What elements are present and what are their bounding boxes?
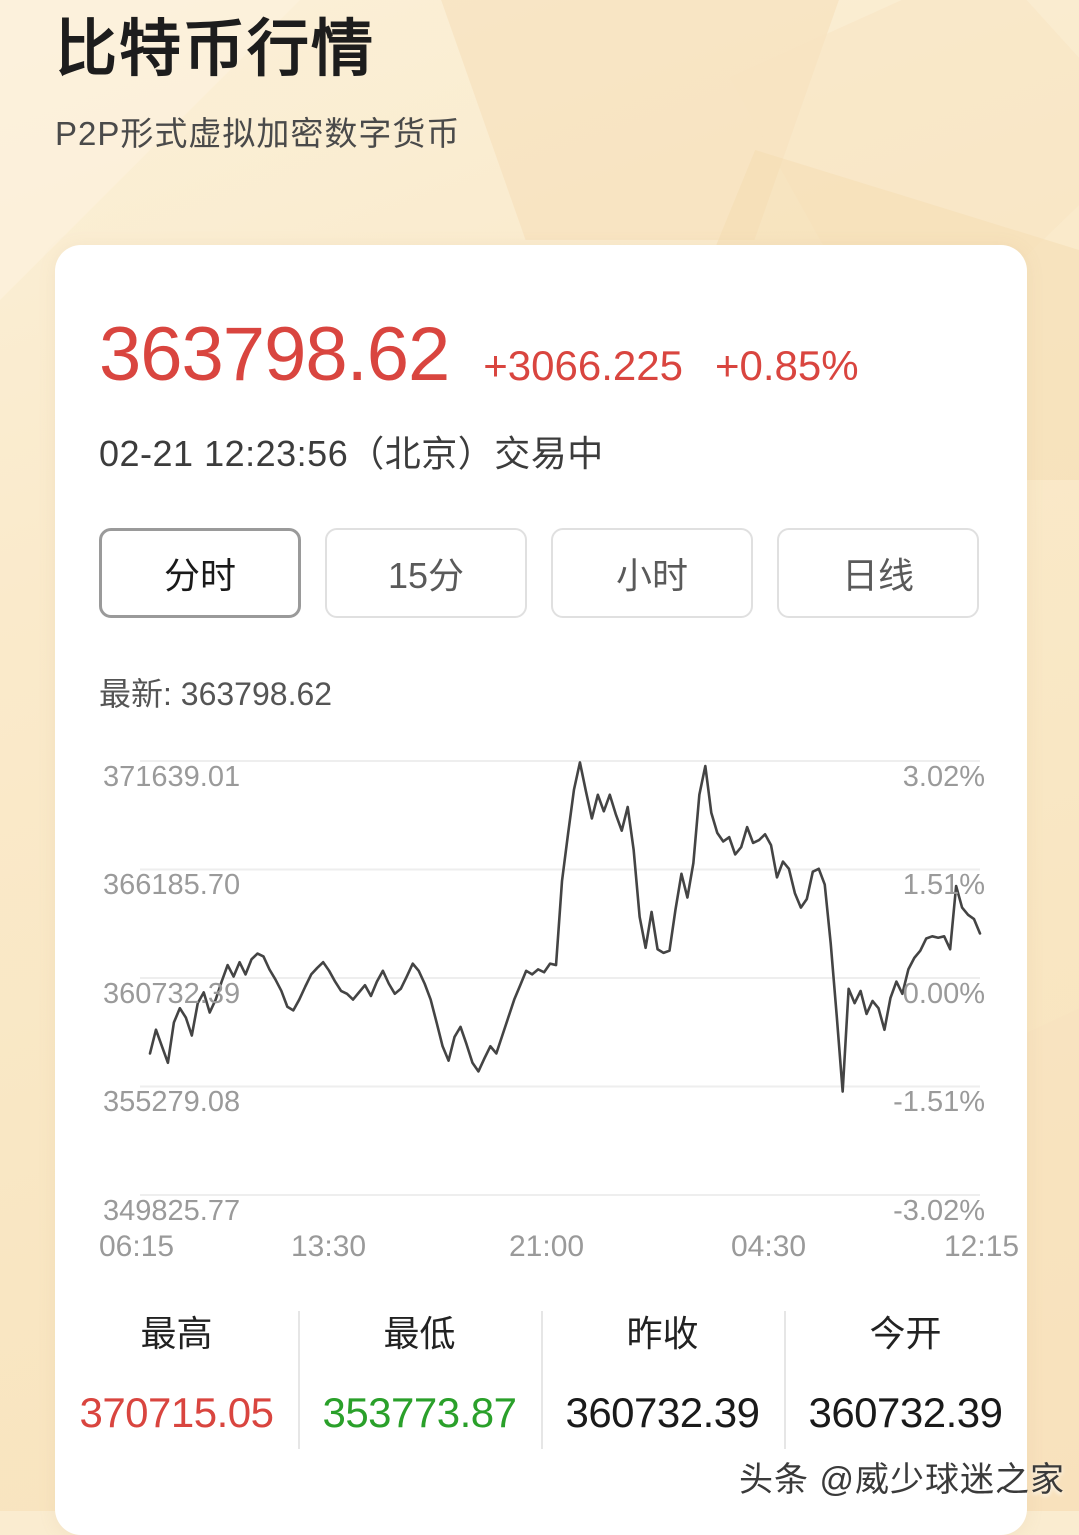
page-header: 比特币行情 P2P形式虚拟加密数字货币 (55, 14, 755, 155)
stat-open-label: 今开 (869, 1313, 942, 1354)
quote-card: 363798.62 +3066.225 +0.85% 02-21 12:23:5… (55, 245, 1027, 1535)
x-axis-label-3: 04:30 (731, 1230, 807, 1263)
y-axis-label-left-4: 349825.77 (103, 1195, 241, 1227)
stat-open-value: 360732.39 (808, 1389, 1003, 1436)
y-axis-label-right-3: -1.51% (893, 1086, 985, 1118)
y-axis-label-left-2: 360732.39 (103, 978, 241, 1010)
tab-hourly[interactable]: 小时 (551, 528, 753, 618)
current-price: 363798.62 (99, 312, 450, 397)
price-line (148, 761, 982, 1093)
x-axis-label-0: 06:15 (99, 1230, 175, 1263)
latest-price-label: 最新: 363798.62 (99, 676, 333, 712)
page-title: 比特币行情 (55, 15, 376, 84)
price-chart[interactable] (95, 715, 985, 1215)
y-axis-label-right-0: 3.02% (902, 761, 985, 793)
y-axis-label-left-1: 366185.70 (103, 869, 241, 901)
x-axis-label-2: 21:00 (509, 1230, 585, 1263)
y-axis-label-right-4: -3.02% (893, 1195, 985, 1227)
tab-fenshi[interactable]: 分时 (99, 528, 301, 618)
stat-low-label: 最低 (383, 1313, 456, 1354)
period-tabs: 分时 15分 小时 日线 (99, 528, 979, 618)
quote-timestamp: 02-21 12:23:56（北京）交易中 (99, 433, 604, 474)
page-subtitle: P2P形式虚拟加密数字货币 (55, 115, 461, 153)
stat-high-value: 370715.05 (79, 1389, 274, 1436)
stat-prev-close: 昨收 360732.39 (541, 1305, 784, 1449)
stats-row: 最高 370715.05 最低 353773.87 昨收 360732.39 今… (55, 1305, 1027, 1449)
tab-daily[interactable]: 日线 (777, 528, 979, 618)
x-axis-labels: 06:15 13:30 21:00 04:30 12:15 (99, 1230, 1019, 1270)
stat-prev-close-value: 360732.39 (565, 1389, 760, 1436)
y-axis-label-right-2: 0.00% (902, 978, 985, 1010)
y-axis-label-left-0: 371639.01 (103, 761, 241, 793)
stat-prev-close-label: 昨收 (626, 1313, 699, 1354)
watermark: 头条 @威少球迷之家 (739, 1461, 1065, 1499)
price-change-percent: +0.85% (714, 342, 859, 389)
stat-low: 最低 353773.87 (298, 1305, 541, 1449)
stat-high-label: 最高 (140, 1313, 213, 1354)
price-chart-svg (140, 760, 982, 1196)
stat-high: 最高 370715.05 (55, 1305, 298, 1437)
y-axis-label-left-3: 355279.08 (103, 1086, 241, 1118)
y-axis-label-right-1: 1.51% (902, 869, 985, 901)
x-axis-label-1: 13:30 (291, 1230, 367, 1263)
stat-open: 今开 360732.39 (784, 1305, 1027, 1449)
chart-gridlines (140, 760, 980, 1196)
x-axis-label-4: 12:15 (944, 1230, 1020, 1263)
stat-low-value: 353773.87 (322, 1389, 517, 1436)
tab-15min[interactable]: 15分 (325, 528, 527, 618)
price-change: +3066.225 (483, 342, 683, 389)
price-row: 363798.62 +3066.225 +0.85% (99, 317, 859, 393)
